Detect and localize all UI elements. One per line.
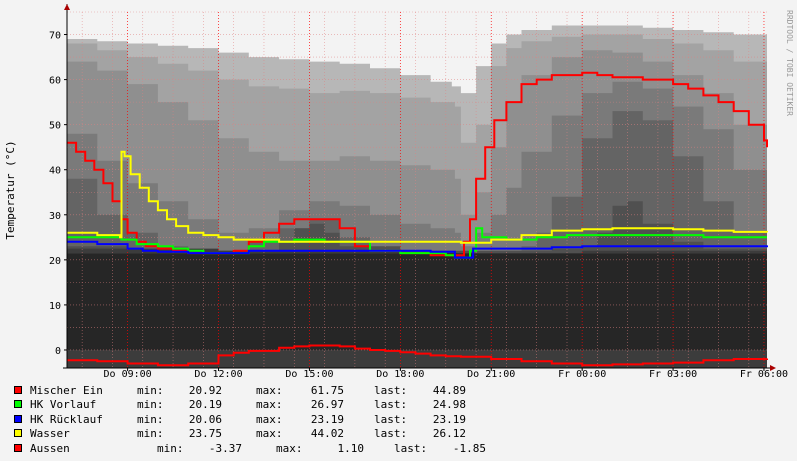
y-tick-label: 0 [55,346,61,357]
legend-series-name: HK Rücklauf [30,412,103,426]
x-tick-label: Do 09:00 [104,369,152,380]
legend-max-label: max: [256,398,283,412]
y-tick-label: 30 [49,211,61,222]
x-tick-label: Do 15:00 [285,369,333,380]
legend-last-label: last: [374,427,408,441]
series-line-aussen [67,344,768,367]
legend-series-name: Wasser [30,427,70,441]
x-tick-label: Do 12:00 [194,369,242,380]
legend-swatch [14,400,22,409]
background-bands [67,12,767,369]
legend-max-value: 23.19 [310,412,344,426]
legend-max-value: 26.97 [310,398,344,412]
legend-min-label: min: [137,398,164,412]
legend-series-name: HK Vorlauf [30,398,97,412]
legend-min-value: 20.19 [188,398,222,412]
legend-swatch [14,386,22,394]
legend-last-label: last: [394,441,428,455]
legend-last-value: 24.98 [432,398,466,412]
legend-min-label: min: [137,427,164,441]
axes: 0 10 20 30 40 50 60 70 Do 09:00 Do 12:00 Do 15:00 D… [49,4,788,380]
legend-last-value: 23.19 [432,412,466,426]
legend-min-label: min: [137,384,164,397]
legend-last-value: 26.12 [432,427,466,441]
series-lines [67,71,768,367]
legend-last-value: -1.85 [452,441,486,455]
legend-last-label: last: [374,398,408,412]
x-tick-label: Fr 06:00 [740,369,788,380]
series-line-wasser [67,150,768,244]
x-tick-label: Do 18:00 [376,369,424,380]
x-tick-label: Fr 03:00 [649,369,697,380]
legend-max-label: max: [256,427,283,441]
legend-max-label: max: [276,441,303,455]
legend-series-name: Aussen [30,441,70,455]
legend-last-label: last: [374,412,408,426]
legend-min-value: 23.75 [188,427,222,441]
legend-max-label: max: [256,412,283,426]
legend-swatch [14,443,22,452]
y-tick-label: 50 [49,121,61,132]
legend-min-value: 20.92 [188,384,222,397]
legend-max-value: 61.75 [310,384,344,397]
legend-max-label: max: [256,384,283,397]
x-axis-arrow [770,365,776,371]
y-tick-label: 10 [49,301,61,312]
y-tick-label: 70 [49,31,61,42]
y-tick-label: 60 [49,76,61,87]
base-fill [67,253,767,350]
legend-swatch [14,429,22,438]
legend-last-label: last: [374,384,408,397]
watermark: RRDTOOL / TOBI OETIKER [785,10,794,116]
legend-max-value: 1.10 [337,441,365,455]
legend-max-value: 44.02 [310,427,344,441]
y-axis-label: Temperatur (°C) [4,140,17,239]
legend-series-name: Mischer Ein [30,384,103,397]
y-tick-label: 20 [49,256,61,267]
legend-min-value: 20.06 [188,412,222,426]
grid-lines [67,11,767,368]
x-tick-label: Fr 00:00 [558,369,606,380]
y-tick-label: 40 [49,166,61,177]
x-tick-label: Do 21:00 [467,369,515,380]
legend-swatch [14,414,22,423]
legend-last-value: 44.89 [432,384,466,397]
legend-min-label: min: [137,412,164,426]
series-line-hk-r-cklauf [67,240,768,259]
legend-min-label: min: [157,441,184,455]
legend-min-value: -3.37 [208,441,242,455]
line-chart: 0 10 20 30 40 50 60 70 Do 09:00 Do 12:00 Do 15:00 D… [4,4,794,380]
y-axis-arrow [64,4,70,10]
